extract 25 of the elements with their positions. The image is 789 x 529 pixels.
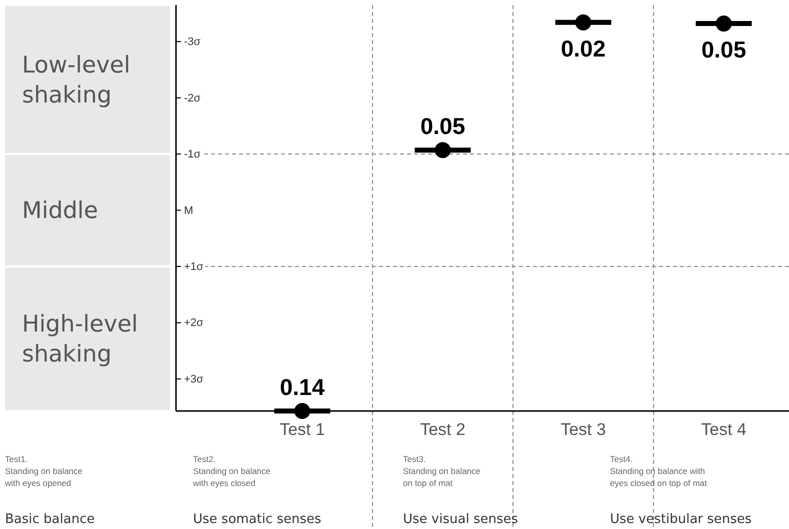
- y-tick-label: -3σ: [184, 36, 201, 48]
- text: Test3. Standing on balance on top of mat: [403, 454, 481, 488]
- text: Use visual senses: [403, 512, 518, 527]
- y-tick-label: M: [184, 204, 194, 217]
- x-tick-label: Test 2: [420, 420, 466, 440]
- text: Test1. Standing on balance with eyes opened: [4, 454, 83, 488]
- x-tick-label: Test 3: [560, 420, 606, 440]
- x-tick-label: Test 4: [701, 420, 746, 440]
- annotation: 0.05: [420, 113, 466, 140]
- text: Low-level shaking: [22, 52, 130, 109]
- x-tick-label: Test 1: [280, 420, 325, 440]
- text: Use vestibular senses: [610, 512, 752, 527]
- text: High-level shaking: [22, 312, 138, 368]
- text: Test4. Standing on balance with eyes closed on top of mat: [610, 454, 708, 488]
- text: Middle: [22, 198, 98, 224]
- y-tick-label: -2σ: [184, 92, 201, 104]
- text: Test2. Standing on balance with eyes closed: [192, 454, 271, 488]
- text: Use somatic senses: [193, 512, 322, 527]
- y-tick-label: +2σ: [184, 317, 204, 330]
- y-tick-label: +1σ: [184, 261, 204, 273]
- text: Basic balance: [5, 512, 95, 527]
- annotation: 0.02: [560, 35, 606, 62]
- annotation: 0.14: [280, 374, 325, 400]
- annotation: 0.05: [701, 36, 746, 63]
- y-tick-label: +3σ: [184, 373, 204, 386]
